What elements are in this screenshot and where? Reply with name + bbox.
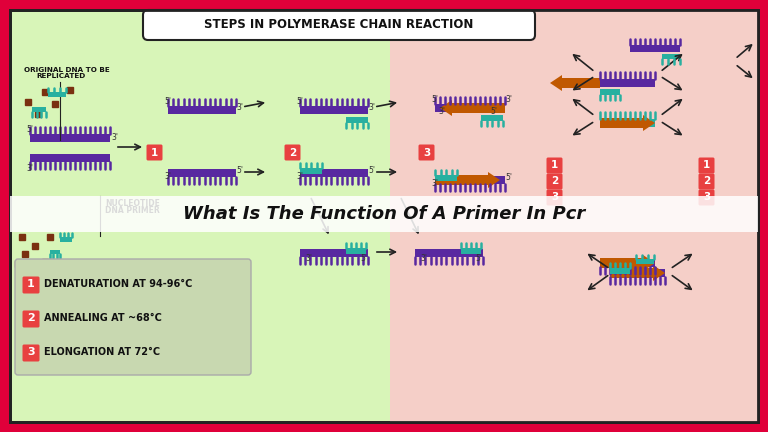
FancyBboxPatch shape (22, 276, 39, 293)
Bar (600, 79, 655, 87)
Text: 3': 3' (296, 172, 303, 181)
Text: 5': 5' (360, 254, 367, 263)
Bar (435, 176, 505, 184)
Bar (48, 92, 66, 97)
Text: DNA PRIMER: DNA PRIMER (105, 206, 160, 215)
Bar (168, 169, 236, 177)
Bar (50, 250, 60, 254)
Text: 2: 2 (289, 147, 296, 158)
Text: 3: 3 (27, 347, 35, 357)
Bar (435, 175, 457, 181)
Text: 3': 3' (236, 103, 243, 112)
Bar (30, 134, 110, 142)
FancyBboxPatch shape (147, 144, 163, 161)
Bar (636, 259, 654, 264)
Text: 5': 5' (236, 166, 243, 175)
Bar (600, 89, 620, 95)
FancyBboxPatch shape (22, 311, 39, 327)
Text: DENATURATION AT 94-96°C: DENATURATION AT 94-96°C (44, 279, 192, 289)
Bar (610, 269, 665, 277)
Text: 5': 5' (490, 107, 497, 116)
Text: ANNEALING AT ~68°C: ANNEALING AT ~68°C (44, 313, 162, 323)
Bar (300, 249, 368, 257)
Text: 3: 3 (703, 193, 710, 203)
Text: 5': 5' (26, 125, 33, 134)
Bar (10, 196, 758, 232)
Text: 3': 3' (368, 103, 375, 112)
Bar (300, 169, 368, 177)
FancyArrow shape (550, 75, 600, 91)
Text: 3: 3 (551, 193, 558, 203)
Text: 3': 3' (505, 95, 512, 104)
Text: 5': 5' (296, 97, 303, 106)
FancyBboxPatch shape (143, 10, 535, 40)
Text: 3: 3 (423, 147, 430, 158)
Bar (630, 45, 680, 52)
FancyBboxPatch shape (699, 174, 714, 190)
FancyArrow shape (610, 265, 665, 281)
FancyArrow shape (440, 100, 505, 116)
FancyBboxPatch shape (419, 144, 435, 161)
Bar (346, 117, 368, 123)
Text: 1: 1 (703, 161, 710, 171)
Text: 2: 2 (551, 177, 558, 187)
Text: 5': 5' (475, 254, 482, 263)
FancyArrow shape (600, 115, 655, 131)
FancyArrow shape (600, 255, 655, 271)
FancyBboxPatch shape (547, 190, 562, 206)
Text: NUCLEOTIDE: NUCLEOTIDE (105, 199, 160, 208)
Text: 1: 1 (27, 279, 35, 289)
Text: 5': 5' (505, 173, 512, 182)
Bar (461, 248, 481, 254)
Bar (435, 104, 505, 112)
Text: STEPS IN POLYMERASE CHAIN REACTION: STEPS IN POLYMERASE CHAIN REACTION (204, 18, 474, 31)
Text: 3': 3' (26, 164, 33, 173)
Text: What Is The Function Of A Primer In Pcr: What Is The Function Of A Primer In Pcr (183, 205, 585, 223)
Text: 5': 5' (431, 95, 438, 104)
FancyBboxPatch shape (284, 144, 300, 161)
Text: ELONGATION AT 72°C: ELONGATION AT 72°C (44, 347, 160, 357)
Bar (390, 10, 758, 422)
Bar (32, 107, 46, 112)
Bar (662, 54, 680, 59)
Bar (481, 115, 503, 121)
Text: REPLICATED: REPLICATED (36, 73, 85, 79)
FancyBboxPatch shape (699, 190, 714, 206)
Text: 3': 3' (111, 133, 118, 143)
Bar (346, 248, 366, 254)
FancyBboxPatch shape (547, 158, 562, 174)
Text: 2: 2 (27, 313, 35, 323)
Bar (300, 106, 368, 114)
Text: 3': 3' (305, 254, 312, 263)
FancyBboxPatch shape (22, 344, 39, 362)
Text: ORIGINAL DNA TO BE: ORIGINAL DNA TO BE (24, 67, 110, 73)
Text: 3': 3' (431, 179, 438, 188)
Bar (415, 249, 483, 257)
Bar (60, 237, 72, 242)
Bar (168, 106, 236, 114)
Text: 1: 1 (551, 161, 558, 171)
Text: 1: 1 (151, 147, 158, 158)
Bar (30, 154, 110, 162)
FancyBboxPatch shape (547, 174, 562, 190)
FancyBboxPatch shape (699, 158, 714, 174)
Text: 3': 3' (420, 254, 427, 263)
FancyBboxPatch shape (15, 259, 251, 375)
Text: 2: 2 (703, 177, 710, 187)
Text: 5': 5' (164, 97, 171, 106)
Bar (300, 168, 322, 174)
Text: 3': 3' (164, 172, 171, 181)
Bar (600, 119, 655, 127)
Text: 5': 5' (368, 166, 375, 175)
Bar (610, 268, 630, 274)
Text: 3': 3' (438, 107, 445, 116)
Bar (600, 259, 655, 267)
FancyArrow shape (435, 172, 500, 188)
